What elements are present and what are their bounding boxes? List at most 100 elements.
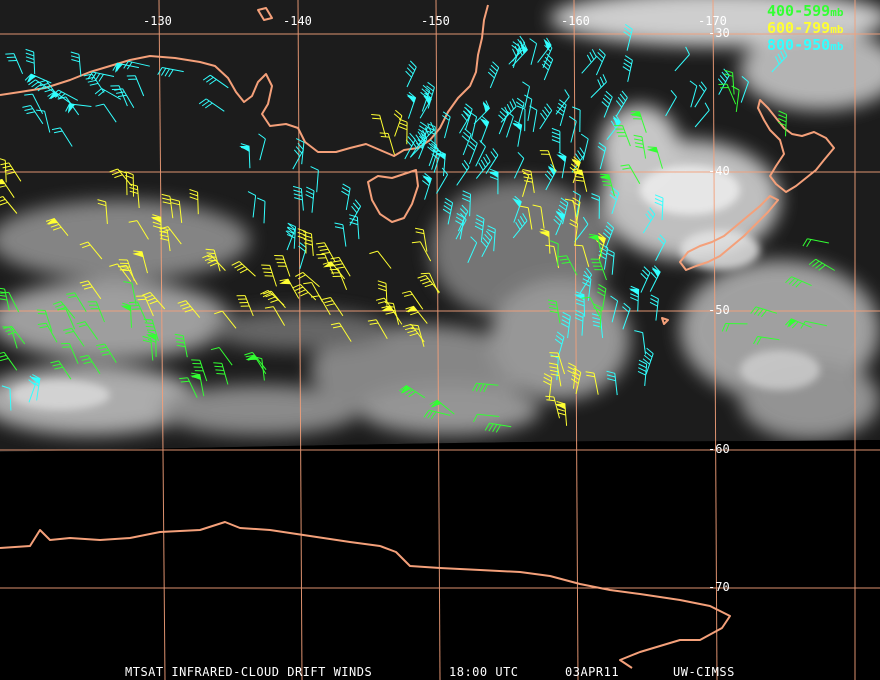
wind-barb (316, 242, 336, 263)
wind-barb (435, 150, 446, 177)
wind-barb (285, 223, 296, 251)
wind-barb (640, 266, 651, 293)
wind-barb (800, 320, 827, 329)
wind-barb (375, 297, 398, 317)
wind-barb (5, 53, 24, 74)
wind-barb (467, 137, 478, 165)
wind-barb (462, 190, 471, 217)
wind-barb (369, 250, 392, 269)
wind-barb (436, 167, 449, 194)
wind-barb (629, 111, 647, 133)
wind-barb (174, 333, 188, 358)
wind-barb (614, 125, 631, 147)
wind-barb (570, 367, 582, 395)
wind-barb (601, 90, 613, 118)
wind-barb (424, 81, 435, 109)
wind-barb (0, 196, 18, 214)
wind-barb (802, 238, 829, 248)
wind-barb (401, 290, 424, 310)
wind-barb (25, 48, 36, 75)
wind-barb (544, 163, 557, 191)
wind-barb (264, 306, 286, 326)
wind-barb (581, 296, 601, 318)
legend-entry-400-599: 400-599mb (767, 2, 844, 20)
wind-barb (247, 191, 257, 218)
wind-barb (558, 197, 569, 225)
wind-barb (405, 305, 428, 324)
wind-barb (724, 69, 735, 95)
wind-barb (125, 171, 134, 197)
wind-barb (189, 189, 199, 215)
wind-barb (602, 221, 615, 249)
wind-barb (548, 362, 562, 387)
wind-barb (28, 79, 55, 93)
wind-barb (423, 409, 451, 420)
wind-barb (310, 166, 319, 193)
wind-barb (564, 198, 578, 223)
lat-label: -40 (708, 164, 730, 178)
antarctica-coast (0, 521, 731, 669)
wind-barb (123, 281, 137, 305)
wind-barb (136, 295, 154, 317)
wind-barb (455, 213, 467, 240)
wind-barb (718, 83, 737, 105)
wind-barb (539, 150, 556, 172)
wind-barb (213, 362, 229, 385)
wind-barb (76, 321, 99, 340)
meridian-140 (297, 0, 303, 680)
wind-barb (634, 330, 646, 355)
wind-barb (596, 232, 606, 260)
wind-barb (637, 359, 648, 386)
wind-barb (488, 168, 499, 195)
wind-barb (274, 255, 291, 277)
wind-barb (642, 207, 656, 234)
lat-label: -60 (708, 442, 730, 456)
wind-barb (244, 351, 267, 371)
wind-barb (595, 48, 606, 76)
wind-barb (330, 256, 351, 277)
wind-barb (532, 204, 545, 229)
wind-barb (521, 170, 530, 197)
wind-barb (239, 143, 251, 169)
wind-barb (421, 172, 432, 200)
wind-barb (45, 217, 69, 237)
wind-barb (367, 319, 388, 340)
wind-barb (379, 132, 395, 155)
caption-date: 03APR11 (565, 665, 619, 679)
lon-label: -140 (283, 14, 312, 28)
wind-barb (674, 46, 690, 72)
wind-barb (303, 231, 314, 256)
wind-barb (456, 159, 470, 186)
wind-barb (2, 326, 18, 349)
wind-barb (214, 310, 237, 329)
wind-barb (177, 300, 201, 318)
wind-barb (295, 271, 320, 288)
lon-label: -160 (561, 14, 590, 28)
wind-barb (537, 37, 552, 63)
wind-barb (63, 327, 85, 347)
wind-barb (87, 71, 115, 82)
new-zealand-south-coast (679, 195, 779, 271)
legend-range: 800-950 (767, 36, 830, 54)
wind-barb (161, 193, 174, 219)
wind-barb (473, 413, 500, 423)
wind-barb (258, 133, 266, 161)
wind-barb (191, 359, 208, 382)
wind-barb (539, 103, 553, 130)
wind-barb (512, 120, 523, 147)
wind-barb (427, 139, 438, 167)
wind-barb (30, 374, 41, 401)
wind-barb (109, 263, 132, 282)
wind-barb (473, 100, 491, 125)
wind-barb (118, 259, 135, 282)
wind-barb (785, 276, 812, 288)
caption-time: 18:00 UTC (449, 665, 519, 679)
wind-barb (66, 292, 87, 312)
wind-barb (512, 41, 529, 67)
wind-barb (572, 190, 581, 218)
wind-barb (0, 287, 10, 311)
wind-barb (731, 85, 740, 112)
wind-barb (50, 360, 72, 380)
lat-label: -30 (708, 26, 730, 40)
